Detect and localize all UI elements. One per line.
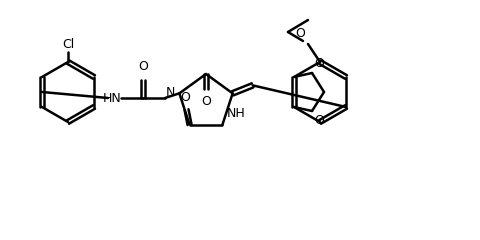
Text: O: O [201,95,211,108]
Text: O: O [138,60,148,73]
Text: O: O [314,114,324,127]
Text: O: O [295,27,305,40]
Text: N: N [166,86,175,99]
Text: Cl: Cl [62,38,74,51]
Text: O: O [180,91,191,104]
Text: O: O [314,57,324,70]
Text: NH: NH [227,107,245,120]
Text: HN: HN [103,91,121,104]
